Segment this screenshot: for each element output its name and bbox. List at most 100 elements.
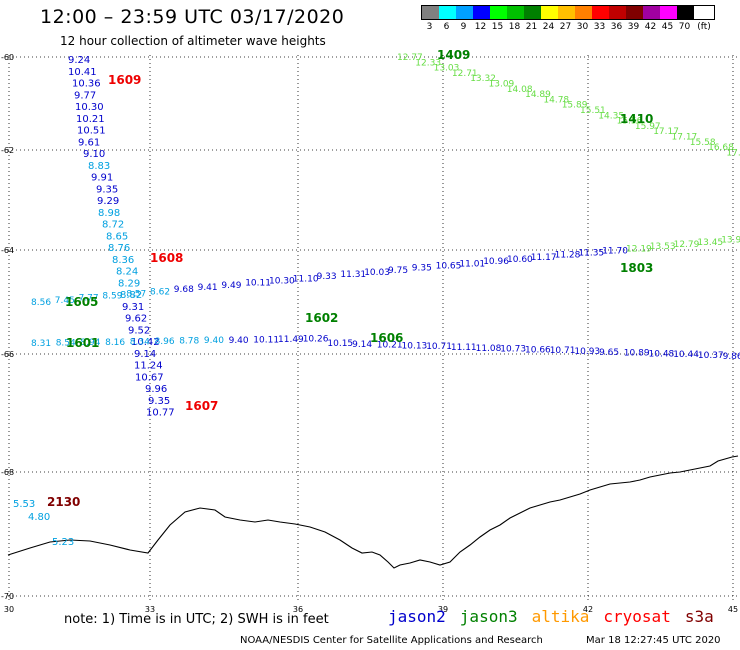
lat-lon-grid <box>8 55 740 600</box>
latitude-label: -62 <box>1 146 14 155</box>
wave-height-value: 9.31 <box>122 302 144 313</box>
wave-height-value: 8.16 <box>105 338 125 348</box>
longitude-label: 39 <box>438 605 448 614</box>
wave-height-value: 10.13 <box>402 341 428 351</box>
wave-height-value: 9.65 <box>599 348 619 358</box>
legend-label: 45 <box>661 22 674 32</box>
legend-swatch <box>422 6 439 19</box>
pass-time-label: 2130 <box>47 495 80 509</box>
legend-swatch <box>507 6 524 19</box>
wave-height-value: 9.41 <box>198 283 218 293</box>
wave-height-value: 8.29 <box>118 278 140 289</box>
latitude-label: -60 <box>1 53 14 62</box>
wave-height-value: 10.15 <box>327 339 353 349</box>
wave-height-value: 10.93 <box>574 347 600 357</box>
legend-swatch <box>660 6 677 19</box>
legend-swatch <box>677 6 694 19</box>
wave-height-value: 10.37 <box>698 351 724 361</box>
wave-height-value: 9.14 <box>352 340 372 350</box>
legend-swatch <box>490 6 507 19</box>
wave-height-value: 8.54 <box>56 339 76 349</box>
satellite-cryosat: cryosat <box>603 607 671 626</box>
wave-height-value: 11.70 <box>602 246 628 256</box>
wave-height-value: 10.11 <box>245 279 271 289</box>
wave-height-value: 9.62 <box>125 314 147 325</box>
legend-label: 42 <box>644 22 657 32</box>
legend-swatch <box>575 6 592 19</box>
wave-height-value: 14.89 <box>525 90 551 100</box>
wave-height-value: 8.83 <box>88 161 110 172</box>
wave-height-value: 11.08 <box>476 344 502 354</box>
longitude-label: 36 <box>293 605 303 614</box>
wave-height-value: 9.24 <box>68 55 90 66</box>
wave-height-value: 9.10 <box>83 149 105 160</box>
wave-height-value: 11.31 <box>340 270 366 280</box>
longitude-label: 45 <box>728 605 738 614</box>
satellite-s3a: s3a <box>684 607 714 626</box>
pass-time-label: 1601 <box>66 336 99 350</box>
longitude-label: 30 <box>4 605 14 614</box>
wave-height-value: 10.60 <box>507 255 533 265</box>
wave-height-value: 8.56 <box>31 298 51 308</box>
pass-time-label: 1608 <box>150 251 183 265</box>
pass-time-label: 1609 <box>108 73 141 87</box>
map-subtitle: 12 hour collection of altimeter wave hei… <box>60 34 326 48</box>
wave-height-value: 9.96 <box>145 384 167 395</box>
wave-height-value: 10.48 <box>649 349 675 359</box>
wave-height-value: 9.52 <box>128 325 150 336</box>
wave-height-value: 13.97 <box>721 236 740 246</box>
wave-height-value: 10.36 <box>72 79 101 90</box>
wave-height-value: 10.96 <box>483 257 509 267</box>
pass-time-label: 1409 <box>437 48 470 62</box>
legend-label: 9 <box>460 22 467 32</box>
wave-height-value: 11.17 <box>531 253 557 263</box>
wave-height-value: 10.21 <box>377 341 403 351</box>
wave-height-value: 10.65 <box>436 261 462 271</box>
legend-label: 30 <box>576 22 589 32</box>
pass-time-label: 1607 <box>185 399 218 413</box>
legend-label: 18 <box>508 22 521 32</box>
legend-unit: (ft) <box>697 22 711 32</box>
wave-height-value: 8.78 <box>179 337 199 347</box>
wave-height-value: 12.79 <box>674 240 700 250</box>
wave-height-value: 8.57 <box>126 289 146 299</box>
wave-height-value: 8.65 <box>106 231 128 242</box>
wave-height-value: 8.94 <box>80 338 100 348</box>
latitude-label: -64 <box>1 246 14 255</box>
wave-height-value: 9.75 <box>388 266 408 276</box>
wave-height-value: 10.41 <box>68 67 97 78</box>
legend-label: 33 <box>593 22 606 32</box>
satellite-jason2: jason2 <box>388 607 446 626</box>
legend-swatch <box>524 6 541 19</box>
wave-height-value: 17.49 <box>726 148 740 158</box>
wave-height-value: 9.68 <box>174 285 194 295</box>
legend-labels: 3 6 9 12 15 18 21 24 27 30 33 36 39 42 45 70 (ft) <box>421 22 715 32</box>
wave-height-value: 8.59 <box>102 292 122 302</box>
wave-height-value: 5.53 <box>13 499 35 510</box>
legend-swatch <box>626 6 643 19</box>
legend-swatch <box>439 6 456 19</box>
latitude-label: -68 <box>1 468 14 477</box>
wave-height-value: 7.45 <box>55 296 75 306</box>
wave-height-value: 12.77 <box>397 53 423 63</box>
map-title: 12:00 – 23:59 UTC 03/17/2020 <box>40 6 345 28</box>
legend-label: 24 <box>542 22 555 32</box>
wave-height-value: 11.10 <box>293 274 319 284</box>
pass-time-label: 1410 <box>620 112 653 126</box>
wave-height-value: 11.49 <box>278 335 304 345</box>
wave-height-value: 9.40 <box>229 336 249 346</box>
wave-height-value: 4.80 <box>28 512 50 523</box>
wave-height-value: 12.71 <box>452 69 478 79</box>
wave-height-value: 9.35 <box>148 396 170 407</box>
wave-height-value: 10.30 <box>269 277 295 287</box>
legend-label: 21 <box>525 22 538 32</box>
wave-height-value: 5.23 <box>52 537 74 548</box>
wave-height-value: 12.19 <box>626 244 652 254</box>
legend-label: 36 <box>610 22 623 32</box>
wave-height-value: 11.01 <box>459 259 485 269</box>
wave-height-value: 11.35 <box>578 249 604 259</box>
color-legend: 3 6 9 12 15 18 21 24 27 30 33 36 39 42 45 70 (ft) <box>421 5 715 32</box>
wave-height-value: 8.34 <box>130 337 150 347</box>
satellite-jason3: jason3 <box>459 607 518 626</box>
